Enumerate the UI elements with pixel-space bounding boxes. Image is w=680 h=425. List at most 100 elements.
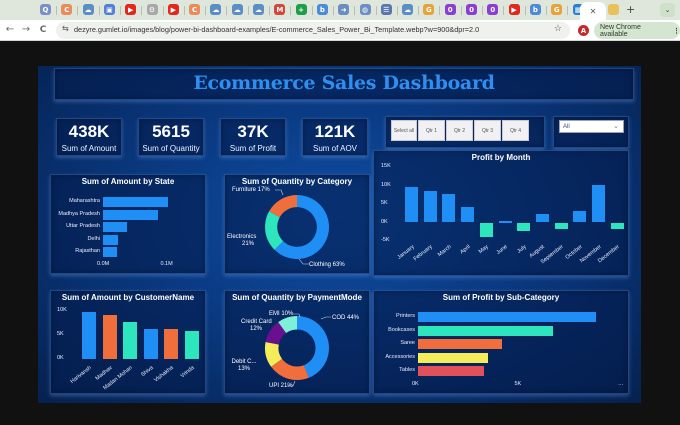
more-options-icon[interactable]: … [618, 381, 624, 387]
cloud-tab-favicon[interactable]: ☁ [402, 4, 414, 15]
bar[interactable] [517, 222, 531, 231]
bar[interactable] [461, 206, 475, 223]
profile-avatar[interactable]: A [578, 25, 589, 36]
youtube-tab-favicon[interactable]: ▶ [167, 4, 179, 15]
address-bar[interactable]: ⇆ dezyre.gumlet.io/images/blog/power-bi-… [56, 22, 570, 39]
bar[interactable] [418, 339, 503, 349]
filter-dropdown[interactable]: All ⌄ [559, 120, 624, 133]
bookmark-star-icon[interactable]: ☆ [553, 24, 562, 34]
donut-slice[interactable] [265, 342, 282, 367]
chart-title: Sum of Amount by CustomerName [61, 293, 195, 302]
bar[interactable] [418, 312, 597, 322]
globe-tab-favicon[interactable]: ◍ [359, 4, 371, 15]
bar[interactable] [103, 247, 117, 257]
category-label: Saree [400, 340, 415, 346]
donut-slice[interactable] [271, 358, 309, 380]
cloud-tab-favicon[interactable]: ☁ [253, 4, 264, 15]
forward-button[interactable]: → [21, 24, 31, 35]
back-button[interactable]: ← [5, 24, 15, 35]
active-tab[interactable]: ✕ [580, 2, 606, 21]
arrow-tab-favicon[interactable]: ➜ [338, 4, 350, 15]
bar[interactable] [405, 186, 418, 223]
bing-tab-favicon[interactable]: b [316, 4, 328, 15]
chevron-down-icon: ⌄ [613, 123, 619, 130]
bar[interactable] [123, 321, 137, 359]
bar[interactable] [82, 312, 96, 359]
bar[interactable] [103, 222, 128, 232]
tab-separator [354, 6, 356, 15]
google-tab-favicon[interactable]: G [423, 4, 435, 15]
site-info-icon[interactable]: ⇆ [62, 24, 69, 33]
tab-separator [396, 6, 398, 15]
bar[interactable] [103, 209, 159, 220]
donut-slice[interactable] [269, 195, 297, 218]
y-axis-tick: 10K [381, 181, 391, 188]
bar[interactable] [102, 314, 117, 359]
donut-slice[interactable] [278, 316, 297, 333]
youtube-tab-favicon[interactable]: ▶ [508, 4, 520, 15]
bar[interactable] [103, 197, 168, 207]
gear-tab-favicon[interactable]: ⚙ [146, 4, 158, 15]
sheets-tab-favicon[interactable]: + [295, 4, 307, 15]
bar[interactable] [535, 214, 549, 223]
cloud-tab-favicon[interactable]: ☁ [82, 4, 94, 15]
tab-separator [56, 6, 57, 15]
bing-tab-favicon[interactable]: b [529, 4, 541, 15]
bar[interactable] [423, 191, 437, 223]
slice-label: EMI 10% [269, 311, 294, 317]
cloud-tab-favicon[interactable]: ☁ [210, 4, 222, 15]
orange-tab-favicon[interactable]: C [189, 4, 201, 15]
leader-line [298, 258, 309, 265]
tab-favicon[interactable] [608, 4, 619, 15]
browser-tab-strip: Q C ☁ ▣ ▶ ⚙ ▶ C ☁ ☁ ☁ M + b ➜ ◍ ☰ ☁ G 0 0 0 ▶ b G ▦ [0, 0, 680, 20]
reload-button[interactable]: C [39, 25, 47, 35]
donut-chart[interactable] [265, 316, 329, 380]
donut-slice[interactable] [274, 195, 329, 259]
cloud-tab-favicon[interactable]: ☁ [231, 4, 243, 15]
slice-label: UPI 21% [269, 383, 293, 389]
purple-tab-favicon[interactable]: 0 [466, 4, 477, 15]
bar[interactable] [442, 194, 456, 223]
donut-slice[interactable] [265, 211, 284, 250]
bar[interactable] [498, 221, 512, 223]
search-tab-favicon[interactable]: Q [40, 4, 51, 15]
google-tab-favicon[interactable]: G [551, 4, 563, 15]
tab-search-menu-button[interactable]: ⌄ [660, 3, 675, 17]
bar[interactable] [164, 329, 178, 359]
bar[interactable] [554, 222, 568, 229]
slicer-select-all[interactable]: Select all [391, 120, 417, 141]
blue-tab-favicon[interactable]: ▦ [572, 4, 584, 15]
docs-tab-favicon[interactable]: ▣ [103, 4, 115, 15]
bar[interactable] [184, 330, 199, 359]
donut-slice[interactable] [297, 316, 329, 378]
donut-chart[interactable] [265, 195, 329, 259]
bar[interactable] [479, 222, 493, 238]
donut-slice[interactable] [265, 322, 287, 345]
leader-line [275, 189, 284, 196]
kebab-menu-icon[interactable]: ⋮ [673, 27, 680, 35]
slicer-qtr-4[interactable]: Qtr 4 [502, 120, 529, 141]
bar[interactable] [592, 185, 605, 223]
tab-separator [503, 6, 505, 15]
bar[interactable] [103, 234, 118, 245]
purple-tab-favicon[interactable]: 0 [487, 4, 499, 15]
slicer-qtr-3[interactable]: Qtr 3 [474, 120, 501, 141]
list-tab-favicon[interactable]: ☰ [380, 4, 392, 15]
bar[interactable] [418, 366, 484, 376]
orange-tab-favicon[interactable]: C [61, 4, 73, 15]
bar[interactable] [610, 222, 624, 230]
close-tab-icon[interactable]: ✕ [589, 7, 597, 16]
slicer-qtr-1[interactable]: Qtr 1 [418, 120, 445, 141]
bar[interactable] [418, 352, 488, 363]
bar[interactable] [573, 211, 587, 223]
youtube-tab-favicon[interactable]: ▶ [125, 4, 137, 15]
url-text[interactable]: dezyre.gumlet.io/images/blog/power-bi-da… [74, 25, 480, 34]
slicer-qtr-2[interactable]: Qtr 2 [446, 120, 473, 141]
bar[interactable] [418, 325, 554, 336]
category-label: Rajasthan [75, 248, 100, 254]
bar[interactable] [143, 328, 158, 359]
new-chrome-available-button[interactable]: New Chrome available ⋮ [594, 22, 680, 39]
gmail-tab-favicon[interactable]: M [274, 4, 286, 15]
new-tab-button[interactable]: + [626, 3, 636, 16]
purple-tab-favicon[interactable]: 0 [444, 4, 456, 15]
